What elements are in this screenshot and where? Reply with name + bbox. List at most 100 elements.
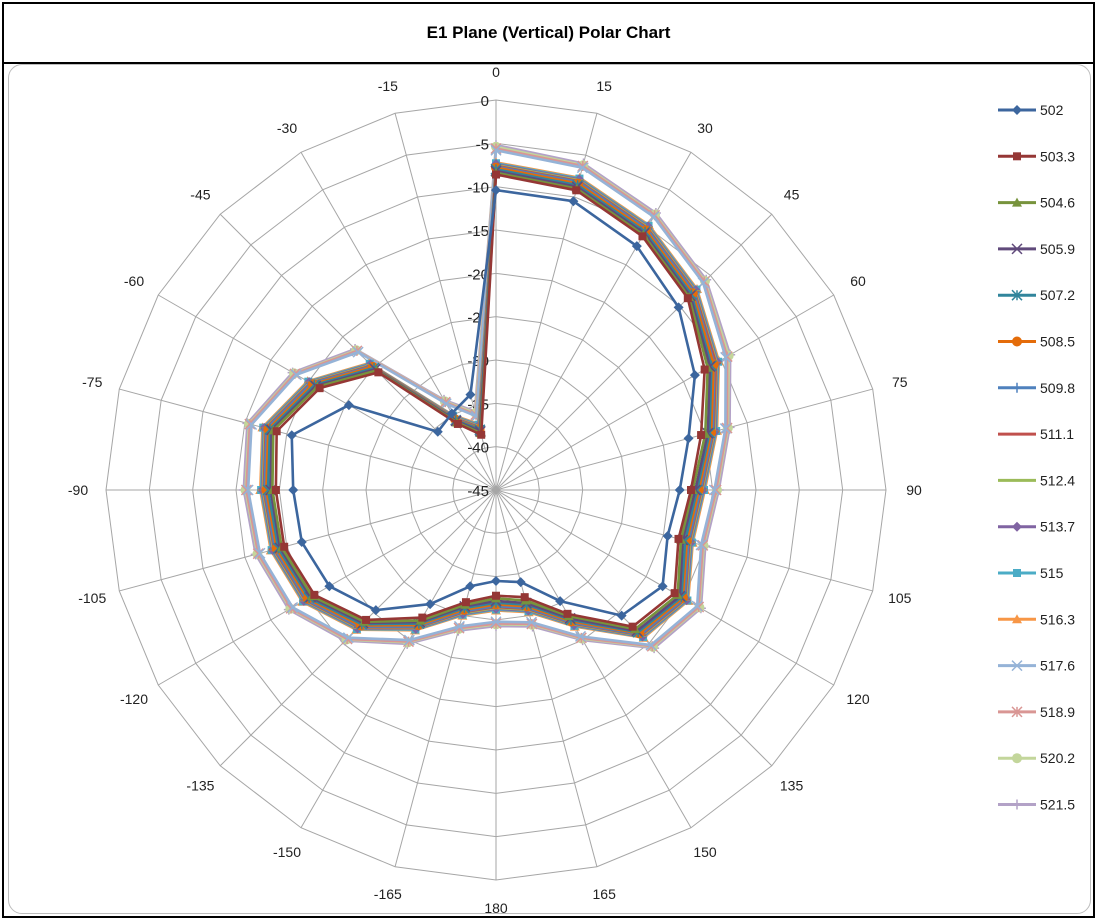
marker-star — [526, 618, 538, 630]
angle-label: 135 — [780, 778, 804, 794]
marker-square — [638, 232, 647, 241]
marker-x — [645, 639, 657, 651]
legend-item: 521.5 — [998, 797, 1075, 813]
chart-title: E1 Plane (Vertical) Polar Chart — [4, 4, 1093, 64]
angle-label: 105 — [888, 590, 912, 606]
legend-label: 520.2 — [1040, 750, 1075, 766]
grid-spoke — [119, 489, 497, 592]
grid-spoke — [119, 388, 497, 491]
marker-diamond — [425, 599, 436, 610]
legend-item: 502 — [998, 102, 1064, 118]
series-layer — [238, 140, 736, 654]
marker-square — [310, 590, 319, 599]
legend-item: 512.4 — [998, 472, 1075, 488]
angle-label: 180 — [484, 900, 508, 916]
angle-label: -120 — [120, 691, 148, 707]
angle-label: -135 — [186, 778, 214, 794]
marker-diamond — [465, 389, 476, 400]
angle-label: -105 — [78, 590, 106, 606]
angle-label: 45 — [784, 186, 800, 202]
legend-label: 518.9 — [1040, 704, 1075, 720]
legend-item: 509.8 — [998, 380, 1075, 396]
marker-square — [418, 613, 427, 622]
marker-diamond — [689, 370, 700, 381]
marker-diamond — [1012, 521, 1022, 532]
legend-label: 521.5 — [1040, 797, 1075, 813]
marker-diamond — [515, 577, 526, 588]
marker-square — [674, 534, 683, 543]
grid-spoke — [495, 152, 692, 491]
radial-label: -15 — [467, 223, 489, 240]
marker-square — [670, 589, 679, 598]
angle-label: -30 — [277, 120, 297, 136]
marker-square — [315, 384, 324, 393]
angle-label: -90 — [68, 482, 88, 498]
marker-circle — [1012, 753, 1022, 764]
grid-spoke — [495, 294, 834, 491]
radial-label: -45 — [467, 483, 489, 500]
marker-diamond — [662, 530, 673, 541]
marker-x — [691, 600, 703, 612]
marker-diamond — [465, 581, 476, 592]
marker-diamond — [432, 426, 443, 437]
marker-diamond — [616, 610, 627, 621]
marker-x — [695, 539, 707, 551]
legend-label: 511.1 — [1040, 426, 1074, 442]
legend-item: 515 — [998, 565, 1064, 581]
marker-plus — [1012, 799, 1022, 810]
legend-label: 503.3 — [1040, 148, 1075, 164]
marker-x — [440, 398, 452, 410]
marker-x — [708, 484, 720, 496]
marker-triangle — [1012, 614, 1022, 624]
angle-label: -150 — [273, 844, 301, 860]
series-503-3 — [271, 170, 709, 631]
marker-square — [477, 430, 486, 439]
marker-square — [700, 365, 709, 374]
angle-label: 15 — [596, 78, 612, 94]
angle-label: 90 — [906, 482, 922, 498]
marker-x — [719, 423, 731, 435]
marker-diamond — [286, 430, 297, 441]
marker-star — [490, 617, 502, 629]
legend-item: 517.6 — [998, 658, 1075, 674]
angle-label: 120 — [846, 691, 870, 707]
grid-spoke — [300, 152, 497, 491]
marker-x — [720, 351, 732, 363]
marker-x — [490, 144, 502, 156]
marker-x — [242, 484, 254, 496]
grid-spoke — [495, 213, 773, 491]
marker-square — [697, 431, 706, 440]
legend-label: 515 — [1040, 565, 1064, 581]
legend-label: 504.6 — [1040, 195, 1075, 211]
legend-item: 505.9 — [998, 241, 1075, 257]
radial-label: -10 — [467, 180, 489, 197]
legend: 502 503.3 504.6 505.9 507.2 508.5 509.8 511.1 51… — [998, 102, 1075, 813]
marker-diamond — [491, 576, 501, 586]
legend-label: 512.4 — [1040, 472, 1075, 488]
marker-x — [246, 418, 258, 431]
angle-label: -45 — [190, 186, 210, 202]
marker-x — [254, 547, 266, 559]
marker-square — [271, 486, 280, 494]
marker-square — [272, 427, 281, 436]
marker-x — [1011, 660, 1023, 672]
marker-square — [563, 609, 572, 618]
series-517-6 — [242, 144, 732, 651]
series-502 — [286, 185, 700, 621]
angle-label: -75 — [82, 374, 102, 390]
legend-label: 502 — [1040, 102, 1064, 118]
marker-star — [1011, 706, 1023, 718]
marker-diamond — [296, 537, 307, 548]
legend-item: 513.7 — [998, 519, 1075, 535]
marker-diamond — [657, 581, 668, 592]
marker-x — [403, 634, 415, 646]
marker-diamond — [491, 185, 501, 196]
series-line — [290, 188, 697, 617]
marker-square — [1013, 152, 1021, 161]
marker-diamond — [288, 485, 299, 495]
grid-spoke — [495, 388, 873, 491]
radial-label: 0 — [481, 93, 489, 110]
angle-label: 0 — [492, 64, 500, 80]
marker-diamond — [370, 605, 381, 616]
